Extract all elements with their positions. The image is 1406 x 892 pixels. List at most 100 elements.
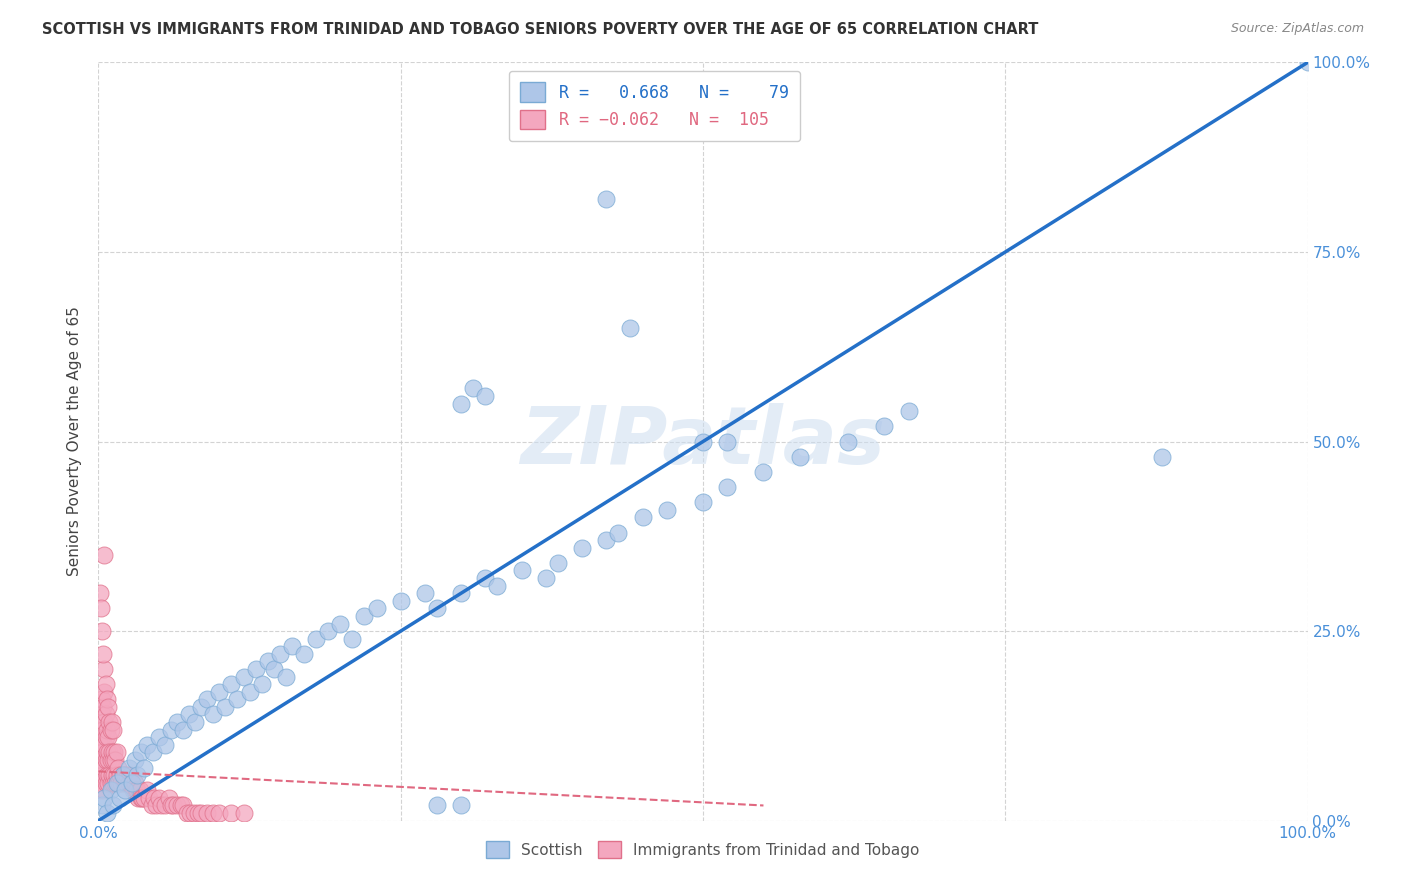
- Point: [101, 798, 124, 813]
- Point: [148, 730, 170, 744]
- Point: [292, 647, 315, 661]
- Point: [89, 753, 111, 767]
- Point: [547, 556, 569, 570]
- Point: [90, 746, 112, 760]
- Point: [134, 791, 156, 805]
- Point: [91, 753, 114, 767]
- Point: [128, 783, 150, 797]
- Point: [97, 730, 120, 744]
- Point: [413, 586, 436, 600]
- Point: [93, 783, 115, 797]
- Point: [122, 783, 145, 797]
- Point: [221, 806, 243, 821]
- Point: [153, 798, 176, 813]
- Point: [631, 510, 654, 524]
- Point: [129, 746, 152, 760]
- Point: [94, 730, 117, 744]
- Point: [124, 776, 146, 790]
- Point: [595, 192, 617, 206]
- Point: [89, 586, 111, 600]
- Point: [93, 760, 115, 774]
- Point: [114, 768, 136, 782]
- Point: [153, 738, 176, 752]
- Point: [101, 723, 124, 737]
- Point: [97, 699, 120, 714]
- Point: [179, 806, 201, 821]
- Point: [91, 692, 114, 706]
- Point: [250, 677, 273, 691]
- Point: [101, 776, 124, 790]
- Point: [426, 601, 449, 615]
- Point: [141, 798, 163, 813]
- Point: [179, 707, 201, 722]
- Point: [138, 791, 160, 805]
- Point: [105, 776, 128, 790]
- Point: [93, 662, 115, 676]
- Point: [172, 723, 194, 737]
- Point: [97, 753, 120, 767]
- Point: [143, 791, 166, 805]
- Point: [157, 791, 180, 805]
- Point: [93, 548, 115, 563]
- Point: [94, 707, 117, 722]
- Point: [897, 404, 920, 418]
- Point: [281, 639, 304, 653]
- Point: [98, 746, 121, 760]
- Point: [187, 806, 209, 821]
- Point: [135, 738, 157, 752]
- Point: [619, 320, 641, 334]
- Point: [142, 746, 165, 760]
- Point: [692, 495, 714, 509]
- Point: [93, 791, 115, 805]
- Point: [269, 647, 291, 661]
- Point: [91, 647, 114, 661]
- Point: [389, 594, 412, 608]
- Text: SCOTTISH VS IMMIGRANTS FROM TRINIDAD AND TOBAGO SENIORS POVERTY OVER THE AGE OF : SCOTTISH VS IMMIGRANTS FROM TRINIDAD AND…: [42, 22, 1039, 37]
- Point: [873, 419, 896, 434]
- Point: [716, 434, 738, 449]
- Point: [98, 768, 121, 782]
- Point: [112, 776, 135, 790]
- Point: [716, 480, 738, 494]
- Point: [342, 632, 364, 646]
- Point: [91, 798, 114, 813]
- Point: [94, 753, 117, 767]
- Point: [184, 715, 207, 730]
- Point: [101, 753, 124, 767]
- Point: [90, 760, 112, 774]
- Text: ZIPatlas: ZIPatlas: [520, 402, 886, 481]
- Point: [118, 776, 141, 790]
- Point: [127, 791, 149, 805]
- Text: Source: ZipAtlas.com: Source: ZipAtlas.com: [1230, 22, 1364, 36]
- Point: [100, 753, 122, 767]
- Point: [115, 776, 138, 790]
- Point: [118, 768, 141, 782]
- Point: [114, 783, 136, 797]
- Point: [160, 723, 183, 737]
- Point: [329, 616, 352, 631]
- Point: [148, 791, 170, 805]
- Point: [96, 768, 118, 782]
- Point: [353, 608, 375, 623]
- Point: [91, 624, 114, 639]
- Point: [692, 434, 714, 449]
- Point: [450, 396, 472, 410]
- Point: [100, 723, 122, 737]
- Point: [90, 723, 112, 737]
- Point: [450, 586, 472, 600]
- Point: [1296, 55, 1319, 70]
- Point: [239, 685, 262, 699]
- Point: [274, 669, 297, 683]
- Point: [534, 571, 557, 585]
- Point: [176, 806, 198, 821]
- Point: [595, 533, 617, 548]
- Point: [127, 783, 149, 797]
- Point: [463, 382, 485, 396]
- Point: [108, 776, 131, 790]
- Point: [96, 806, 118, 821]
- Point: [108, 768, 131, 782]
- Point: [183, 806, 205, 821]
- Point: [172, 798, 194, 813]
- Point: [121, 776, 143, 790]
- Point: [103, 746, 125, 760]
